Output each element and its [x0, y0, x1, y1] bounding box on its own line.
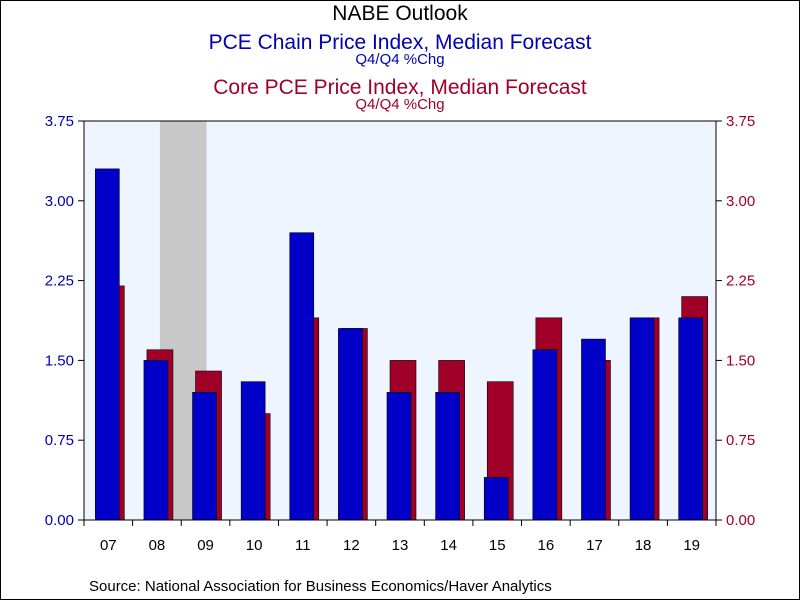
x-tick-label: 10 — [246, 537, 263, 554]
bar-pce-14 — [435, 392, 460, 521]
left-tick-label: 3.00 — [45, 193, 74, 210]
x-tick-label: 15 — [489, 537, 506, 554]
bar-pce-15 — [483, 477, 509, 521]
x-tick-label: 09 — [197, 537, 214, 554]
x-tick-label: 12 — [343, 537, 360, 554]
x-tick-label: 14 — [440, 537, 457, 554]
left-tick-label: 1.50 — [45, 352, 74, 369]
right-tick-label: 0.00 — [726, 512, 755, 529]
series2-title: Core PCE Price Index, Median Forecast — [213, 76, 587, 99]
x-tick-label: 19 — [683, 537, 700, 554]
bar-pce-07 — [95, 168, 120, 521]
left-tick-label: 0.00 — [45, 512, 74, 529]
source-note: Source: National Association for Busines… — [89, 578, 552, 595]
bar-pce-19 — [678, 317, 703, 521]
left-tick-label: 0.75 — [45, 432, 74, 449]
bar-pce-11 — [289, 232, 315, 521]
series1-unit: Q4/Q4 %Chg — [355, 51, 445, 68]
right-tick-label: 3.75 — [726, 113, 755, 130]
bar-pce-10 — [240, 381, 266, 521]
series2-unit: Q4/Q4 %Chg — [355, 96, 445, 113]
chart-title: NABE Outlook — [332, 2, 468, 25]
x-tick-label: 11 — [295, 537, 311, 554]
x-tick-label: 08 — [149, 537, 166, 554]
x-tick-label: 17 — [586, 537, 603, 554]
bar-pce-09 — [192, 392, 217, 521]
bar-pce-16 — [532, 349, 558, 521]
bar-pce-13 — [386, 392, 412, 521]
bar-pce-08 — [143, 360, 169, 521]
right-tick-label: 0.75 — [726, 432, 755, 449]
x-tick-label: 16 — [538, 537, 555, 554]
right-tick-label: 1.50 — [726, 352, 755, 369]
plot-border — [83, 120, 717, 521]
x-tick-label: 13 — [392, 537, 409, 554]
left-tick-label: 2.25 — [45, 273, 74, 290]
right-tick-label: 3.00 — [726, 193, 755, 210]
bar-pce-18 — [629, 317, 655, 521]
x-tick-label: 18 — [635, 537, 652, 554]
bar-pce-12 — [338, 328, 363, 521]
right-tick-label: 2.25 — [726, 273, 755, 290]
series1-title: PCE Chain Price Index, Median Forecast — [208, 31, 592, 54]
bar-pce-17 — [581, 338, 606, 521]
x-tick-label: 07 — [100, 537, 117, 554]
left-tick-label: 3.75 — [45, 113, 74, 130]
